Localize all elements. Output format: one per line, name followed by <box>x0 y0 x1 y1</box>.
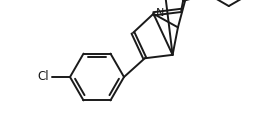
Text: Cl: Cl <box>37 70 49 84</box>
Text: N: N <box>156 8 164 18</box>
